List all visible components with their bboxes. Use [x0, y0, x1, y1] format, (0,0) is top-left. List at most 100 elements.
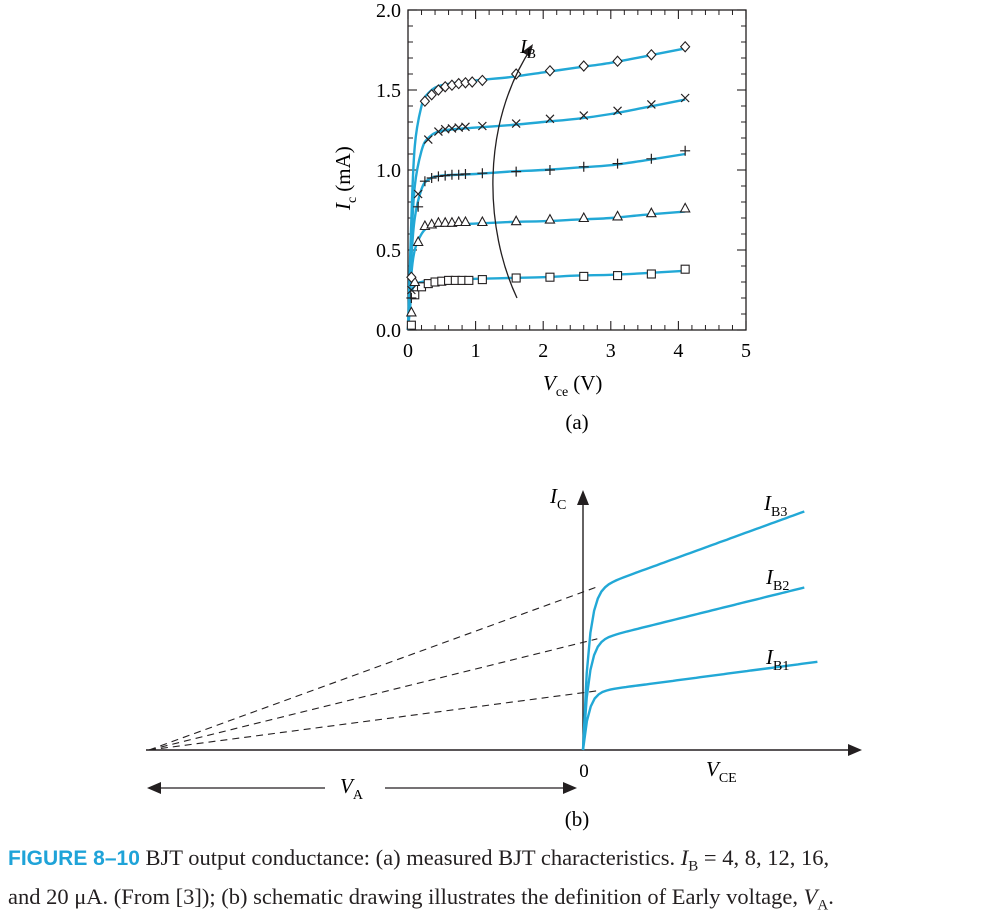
- data-point-triangle: [510, 215, 522, 226]
- x-tick-label: 2: [538, 340, 548, 362]
- data-point-plus: [477, 168, 488, 179]
- data-point-cross: [545, 114, 555, 124]
- early-extrapolation: [148, 690, 598, 751]
- data-point-plus: [426, 173, 437, 183]
- caption-text-4: .: [828, 883, 834, 909]
- y-tick-label: 0.0: [376, 320, 401, 342]
- caption-va-sub: A: [817, 897, 829, 913]
- data-point-diamond: [419, 95, 431, 108]
- caption-ib-symbol: I: [680, 845, 689, 870]
- data-point-triangle: [612, 210, 624, 221]
- data-point-square: [680, 264, 690, 274]
- data-point-square: [511, 273, 521, 283]
- data-point-plus: [413, 201, 424, 212]
- x-tick-label: 0: [403, 340, 413, 362]
- data-point-plus: [406, 293, 417, 303]
- fitted-curve: [406, 210, 686, 331]
- x-tick-label: 4: [673, 340, 683, 362]
- output-curve: [581, 660, 818, 751]
- data-point-cross: [413, 189, 423, 199]
- data-point-plus: [646, 153, 657, 164]
- y-tick-label: 1.0: [376, 160, 401, 182]
- data-point-triangle: [476, 215, 488, 227]
- data-point-plus: [419, 176, 430, 187]
- data-point-cross: [406, 285, 416, 295]
- data-point-cross: [579, 111, 589, 121]
- data-point-diamond: [612, 55, 623, 68]
- data-point-plus: [433, 171, 444, 182]
- data-point-cross: [613, 106, 622, 116]
- data-point-square: [579, 271, 589, 281]
- data-point-diamond: [466, 76, 478, 88]
- data-point-plus: [453, 169, 464, 180]
- y-tick-label: 1.5: [376, 80, 401, 102]
- data-point-square: [477, 275, 487, 285]
- early-voltage-label: VA: [340, 774, 364, 803]
- fitted-curve: [406, 47, 686, 331]
- data-point-triangle: [439, 216, 451, 227]
- curve-label: IB2: [765, 565, 789, 594]
- data-point-cross: [461, 122, 470, 132]
- data-point-cross: [433, 127, 443, 137]
- data-point-cross: [423, 135, 433, 145]
- data-point-plus: [680, 145, 691, 156]
- data-point-square: [545, 272, 555, 282]
- data-point-diamond: [578, 60, 589, 72]
- panel-a-label: (a): [565, 410, 588, 434]
- data-point-triangle: [453, 215, 465, 227]
- x-axis-arrowhead: [848, 744, 862, 756]
- early-extrapolation: [148, 638, 598, 751]
- data-point-diamond: [477, 74, 488, 87]
- ib-arrow: [492, 46, 533, 299]
- data-point-square: [410, 290, 420, 300]
- data-point-cross: [511, 119, 521, 129]
- caption-va-symbol: V: [803, 883, 818, 909]
- figure: 0 1 2 3 4 5 0.0 0.5 1.0 1.5 2.0 IB Vce (V) Ic(mA) (…: [146, 0, 862, 831]
- data-point-square: [613, 271, 623, 281]
- data-point-cross: [646, 99, 656, 109]
- y-axis-label: Ic(mA): [331, 146, 360, 211]
- y-tick-label: 0.5: [376, 240, 401, 262]
- caption-text-3: and 20 μA. (From [3]); (b) schematic dra…: [8, 883, 804, 909]
- data-point-diamond: [679, 40, 691, 53]
- x-axis-label: Vce (V): [543, 371, 602, 400]
- origin-label: 0: [579, 761, 589, 782]
- data-point-square: [646, 269, 656, 279]
- fitted-curve: [406, 152, 686, 331]
- data-point-plus: [578, 161, 589, 172]
- data-point-diamond: [544, 64, 556, 77]
- measured-points: [405, 40, 691, 330]
- panel-b-chart: IB1 IB2 IB3 IC VCE 0 VA (b): [146, 484, 862, 831]
- data-point-plus: [511, 166, 522, 177]
- data-point-plus: [440, 170, 451, 181]
- data-point-diamond: [426, 88, 437, 101]
- output-curve: [581, 510, 805, 751]
- data-point-plus: [612, 158, 623, 169]
- y-tick-label: 2.0: [376, 0, 401, 22]
- caption-ib-sub: B: [688, 858, 699, 875]
- x-tick-label: 5: [741, 340, 751, 362]
- data-point-triangle: [544, 213, 556, 224]
- x-tick-label: 1: [471, 340, 481, 362]
- curve-label: IB3: [763, 491, 787, 520]
- data-point-triangle: [432, 216, 444, 227]
- x-tick-label: 3: [606, 340, 616, 362]
- va-arrowhead-right: [563, 782, 577, 794]
- data-point-triangle: [645, 207, 657, 218]
- axis-ticks: 0 1 2 3 4 5 0.0 0.5 1.0 1.5 2.0: [376, 0, 751, 362]
- data-point-square: [464, 275, 474, 285]
- caption-label: FIGURE 8–10: [8, 847, 140, 870]
- figure-caption: FIGURE 8–10 BJT output conductance: (a) …: [8, 843, 1004, 920]
- data-point-cross: [477, 121, 487, 131]
- data-point-plus: [460, 169, 471, 179]
- ib-arrow-label: IB: [519, 36, 536, 62]
- data-point-triangle: [459, 215, 471, 227]
- data-point-triangle: [412, 235, 424, 247]
- va-arrowhead-left: [147, 782, 161, 794]
- ib-arrowhead: [522, 44, 533, 57]
- data-point-square: [406, 320, 416, 330]
- panel-a-chart: 0 1 2 3 4 5 0.0 0.5 1.0 1.5 2.0 IB Vce (V) Ic(mA) (…: [331, 0, 751, 434]
- panel-b-label: (b): [565, 807, 590, 831]
- x-axis-label: VCE: [706, 757, 737, 786]
- data-point-triangle: [578, 211, 590, 223]
